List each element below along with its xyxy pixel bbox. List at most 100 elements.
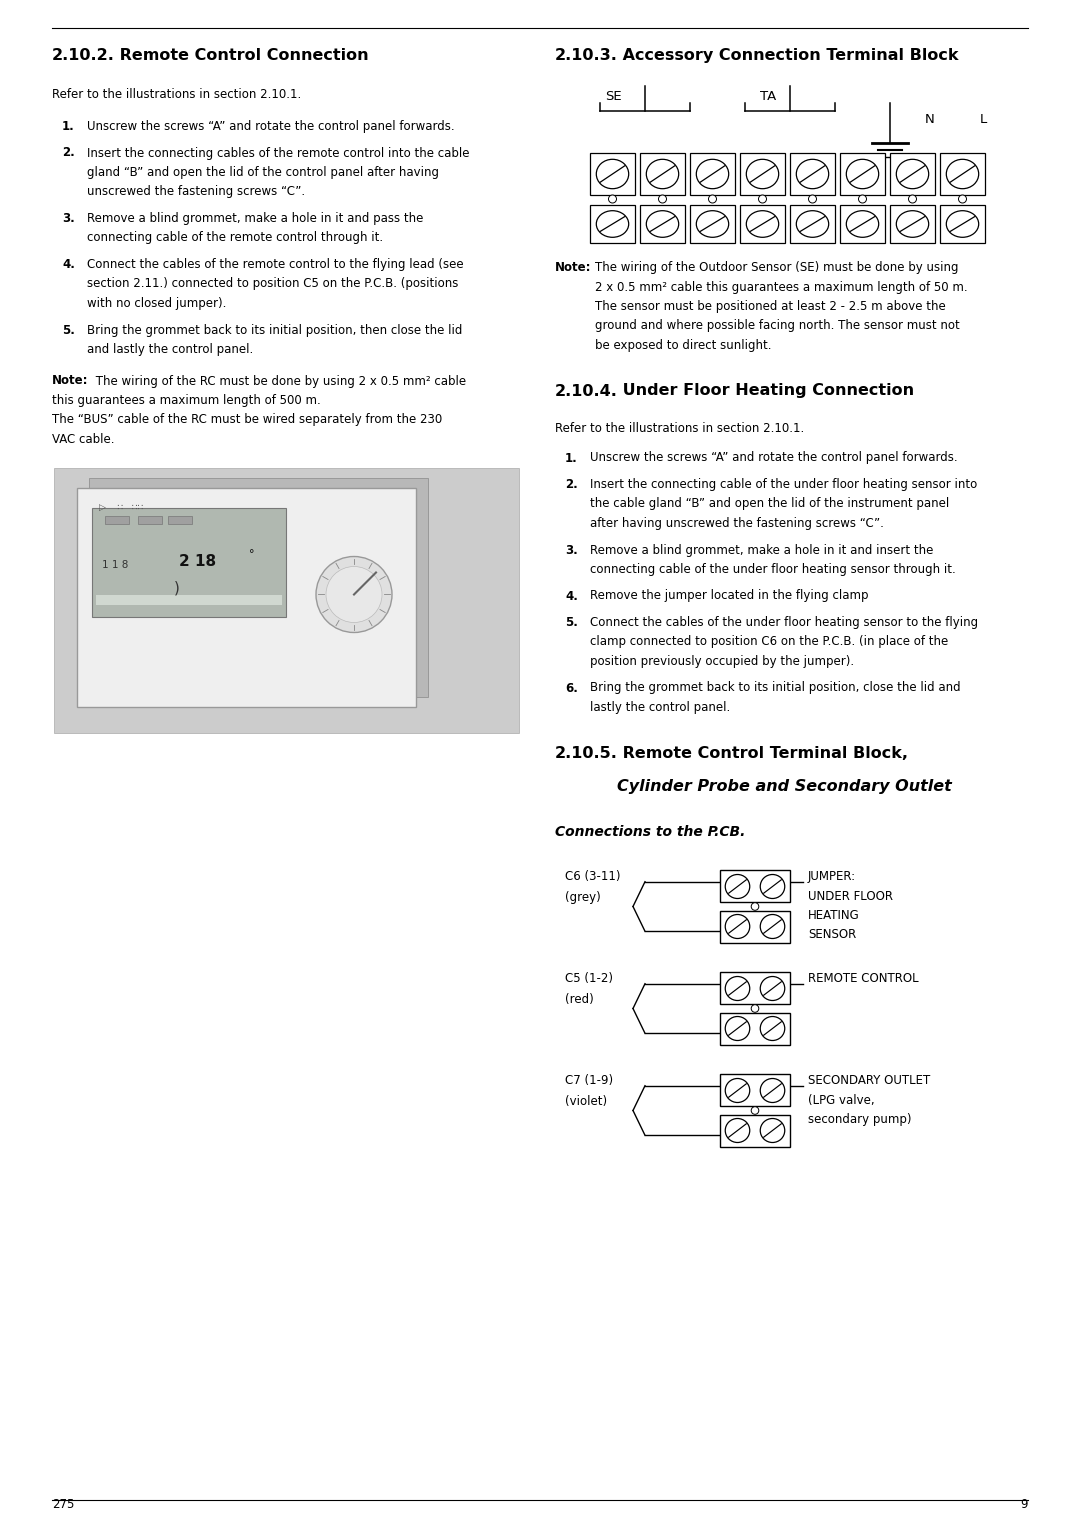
Text: 6.: 6.	[565, 681, 578, 695]
Text: HEATING: HEATING	[808, 909, 860, 921]
Circle shape	[326, 567, 382, 622]
Bar	[890, 205, 935, 243]
Text: C6 (3-11): C6 (3-11)	[565, 871, 621, 883]
Text: SE: SE	[605, 90, 622, 102]
Circle shape	[859, 196, 866, 203]
Text: 275: 275	[52, 1497, 75, 1511]
Bar	[720, 972, 789, 1004]
Text: (red): (red)	[565, 993, 594, 1005]
Circle shape	[659, 196, 666, 203]
Text: ): )	[174, 581, 180, 594]
Text: The wiring of the RC must be done by using 2 x 0.5 mm² cable: The wiring of the RC must be done by usi…	[92, 374, 467, 388]
Bar	[720, 871, 789, 903]
Ellipse shape	[847, 159, 879, 188]
Ellipse shape	[946, 159, 978, 188]
Text: 4.: 4.	[62, 258, 75, 270]
Text: 5.: 5.	[565, 616, 578, 630]
Text: and lastly the control panel.: and lastly the control panel.	[87, 342, 253, 356]
Ellipse shape	[697, 159, 729, 188]
Text: Unscrew the screws “A” and rotate the control panel forwards.: Unscrew the screws “A” and rotate the co…	[87, 121, 455, 133]
Ellipse shape	[646, 159, 678, 188]
Text: 1 1 8: 1 1 8	[102, 559, 129, 570]
Text: clamp connected to position C6 on the P.C.B. (in place of the: clamp connected to position C6 on the P.…	[590, 636, 948, 648]
Text: 5.: 5.	[62, 324, 75, 336]
Bar	[940, 153, 985, 196]
Text: Connect the cables of the under floor heating sensor to the flying: Connect the cables of the under floor he…	[590, 616, 978, 630]
Bar	[720, 1013, 789, 1045]
Ellipse shape	[760, 1118, 785, 1143]
Text: Under Floor Heating Connection: Under Floor Heating Connection	[617, 384, 914, 399]
Text: lastly the control panel.: lastly the control panel.	[590, 701, 730, 714]
Ellipse shape	[760, 1079, 785, 1103]
Ellipse shape	[796, 211, 828, 237]
Text: Unscrew the screws “A” and rotate the control panel forwards.: Unscrew the screws “A” and rotate the co…	[590, 451, 958, 465]
Text: Insert the connecting cable of the under floor heating sensor into: Insert the connecting cable of the under…	[590, 478, 977, 490]
Text: N: N	[924, 113, 935, 125]
Bar	[590, 205, 635, 243]
Circle shape	[758, 196, 767, 203]
Text: SENSOR: SENSOR	[808, 927, 856, 941]
Text: unscrewed the fastening screws “C”.: unscrewed the fastening screws “C”.	[87, 185, 306, 199]
Text: section 2.11.) connected to position C5 on the P.C.B. (positions: section 2.11.) connected to position C5 …	[87, 278, 458, 290]
Ellipse shape	[726, 874, 750, 898]
Bar	[789, 153, 835, 196]
Ellipse shape	[760, 976, 785, 1001]
Circle shape	[608, 196, 617, 203]
Circle shape	[752, 903, 759, 911]
Text: The sensor must be positioned at least 2 - 2.5 m above the: The sensor must be positioned at least 2…	[595, 299, 946, 313]
Ellipse shape	[760, 1016, 785, 1041]
Text: after having unscrewed the fastening screws “C”.: after having unscrewed the fastening scr…	[590, 516, 883, 530]
Text: (grey): (grey)	[565, 891, 600, 905]
Ellipse shape	[646, 211, 678, 237]
Text: C7 (1-9): C7 (1-9)	[565, 1074, 613, 1088]
FancyBboxPatch shape	[77, 487, 416, 706]
Bar	[590, 153, 635, 196]
Text: (violet): (violet)	[565, 1096, 607, 1108]
Text: ground and where possible facing north. The sensor must not: ground and where possible facing north. …	[595, 319, 960, 333]
Text: Note:: Note:	[52, 374, 89, 388]
Text: 2 18: 2 18	[179, 555, 216, 568]
Bar	[940, 205, 985, 243]
Bar	[720, 911, 789, 943]
Ellipse shape	[946, 211, 978, 237]
Ellipse shape	[596, 211, 629, 237]
Text: 2 x 0.5 mm² cable this guarantees a maximum length of 50 m.: 2 x 0.5 mm² cable this guarantees a maxi…	[595, 281, 968, 293]
Text: 2.10.4.: 2.10.4.	[555, 384, 618, 399]
Text: Bring the grommet back to its initial position, close the lid and: Bring the grommet back to its initial po…	[590, 681, 960, 695]
Text: 3.: 3.	[565, 544, 578, 556]
Circle shape	[316, 556, 392, 633]
Text: 2.10.3.: 2.10.3.	[555, 47, 618, 63]
Text: Refer to the illustrations in section 2.10.1.: Refer to the illustrations in section 2.…	[555, 422, 805, 434]
Text: 2.: 2.	[565, 478, 578, 490]
Circle shape	[908, 196, 917, 203]
Text: The “BUS” cable of the RC must be wired separately from the 230: The “BUS” cable of the RC must be wired …	[52, 414, 442, 426]
Text: UNDER FLOOR: UNDER FLOOR	[808, 889, 893, 903]
Circle shape	[752, 1106, 759, 1114]
Text: REMOTE CONTROL: REMOTE CONTROL	[808, 972, 919, 986]
Text: be exposed to direct sunlight.: be exposed to direct sunlight.	[595, 339, 771, 351]
Text: 1.: 1.	[62, 121, 75, 133]
Text: this guarantees a maximum length of 500 m.: this guarantees a maximum length of 500 …	[52, 394, 321, 406]
Ellipse shape	[760, 874, 785, 898]
Text: the cable gland “B” and open the lid of the instrument panel: the cable gland “B” and open the lid of …	[590, 498, 949, 510]
Text: Connections to the P.CB.: Connections to the P.CB.	[555, 825, 745, 839]
Ellipse shape	[726, 1016, 750, 1041]
Text: Remote Control Connection: Remote Control Connection	[114, 47, 368, 63]
Text: 9: 9	[1021, 1497, 1028, 1511]
Bar	[740, 153, 785, 196]
Text: 2.10.5.: 2.10.5.	[555, 746, 618, 761]
Circle shape	[809, 196, 816, 203]
Text: 2.: 2.	[62, 147, 75, 159]
Text: L: L	[980, 113, 987, 125]
Ellipse shape	[796, 159, 828, 188]
Text: Cylinder Probe and Secondary Outlet: Cylinder Probe and Secondary Outlet	[617, 779, 951, 795]
Ellipse shape	[726, 976, 750, 1001]
FancyBboxPatch shape	[89, 477, 428, 697]
Text: Insert the connecting cables of the remote control into the cable: Insert the connecting cables of the remo…	[87, 147, 470, 159]
Text: JUMPER:: JUMPER:	[808, 871, 856, 883]
Text: 3.: 3.	[62, 212, 75, 225]
Text: °: °	[249, 550, 255, 559]
Text: Bring the grommet back to its initial position, then close the lid: Bring the grommet back to its initial po…	[87, 324, 462, 336]
FancyBboxPatch shape	[105, 515, 129, 524]
Bar	[640, 153, 685, 196]
